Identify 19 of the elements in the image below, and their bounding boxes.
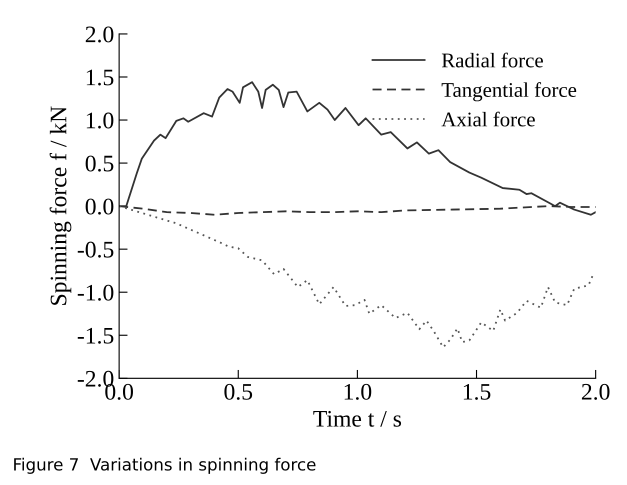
y-tick-label: -1.0 (78, 284, 114, 301)
x-tick-label: 0.5 (224, 384, 252, 400)
legend-label: Radial force (442, 52, 543, 68)
x-tick-label: 1.5 (464, 384, 490, 400)
x-tick-label: 1.0 (344, 384, 372, 400)
y-axis-title: Spinning force f / kN (50, 106, 72, 305)
x-tick-label: 2.0 (582, 384, 610, 400)
y-tick-label: 0.0 (86, 198, 114, 215)
y-tick-label: 0.5 (86, 156, 114, 172)
x-axis-title: Time t / s (313, 410, 402, 427)
legend-label: Tangential force (442, 82, 576, 102)
y-tick-label: -1.5 (78, 328, 114, 344)
y-tick-label: 1.5 (86, 70, 114, 86)
y-tick-label: 1.0 (86, 112, 114, 129)
y-tick-label: -0.5 (78, 242, 114, 258)
line-series (119, 205, 594, 348)
y-tick-label: 2.0 (86, 26, 114, 42)
legend-label: Axial force (441, 112, 535, 127)
caption: Figure 7 Variations in spinning force (14, 458, 316, 474)
